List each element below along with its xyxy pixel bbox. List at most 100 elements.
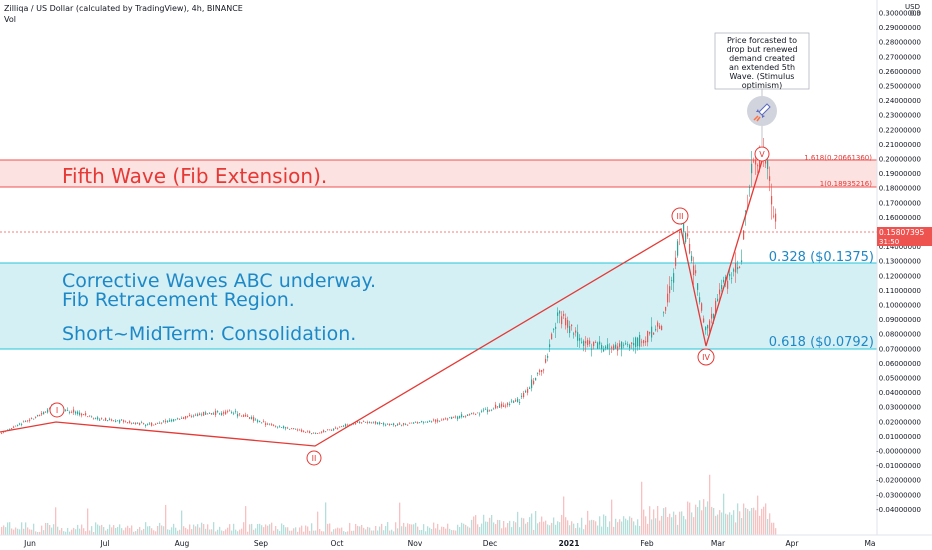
candle-body <box>103 419 105 421</box>
candle-body <box>131 423 133 425</box>
volume-bar <box>541 516 543 535</box>
candle-body <box>143 423 145 425</box>
candle-body <box>213 413 215 415</box>
volume-bar <box>43 530 45 535</box>
candle-body <box>203 411 205 416</box>
volume-bar <box>323 531 325 535</box>
candle-body <box>475 414 477 416</box>
volume-bar <box>393 531 395 535</box>
volume-bar <box>5 527 7 535</box>
volume-bar <box>713 507 715 535</box>
time-axis[interactable]: Jun Jul Aug Sep Oct Nov Dec 2021 Feb Mar Apr Ma <box>23 539 875 548</box>
candle-body <box>563 314 565 316</box>
volume-bar <box>265 524 267 535</box>
candle-body <box>321 431 323 433</box>
price-tick-label: 0.19000000 <box>879 170 921 178</box>
volume-bar <box>635 525 637 535</box>
candle-body <box>487 409 489 413</box>
candle-body <box>43 411 45 415</box>
candle-body <box>607 344 609 350</box>
volume-bar <box>327 523 329 535</box>
volume-bar <box>137 528 139 535</box>
volume-bar <box>627 520 629 535</box>
volume-bar <box>257 523 259 535</box>
candle-body <box>719 289 721 295</box>
candle-body <box>689 243 691 254</box>
candle-body <box>711 313 713 319</box>
volume-bar <box>291 530 293 535</box>
volume-bar <box>573 523 575 535</box>
volume-bar <box>663 508 665 535</box>
chart-title: Zilliqa / US Dollar (calculated by Tradi… <box>4 4 243 13</box>
candle-body <box>465 415 467 417</box>
volume-bar <box>363 527 365 535</box>
price-tick-label: 0.21000000 <box>879 141 921 149</box>
volume-bar <box>619 519 621 535</box>
price-axis[interactable]: 0.30.30000000 0.29000000 0.28000000 0.27000… <box>876 10 921 514</box>
volume-bar <box>413 524 415 535</box>
volume-bar <box>653 509 655 535</box>
candle-body <box>225 411 227 415</box>
fib-0328-label: 0.328 ($0.1375) <box>769 250 874 265</box>
candle-body <box>139 422 141 425</box>
candle-body <box>355 423 357 425</box>
volume-bar <box>655 518 657 535</box>
volume-bar <box>723 493 725 535</box>
candle-body <box>625 343 627 345</box>
currency-label: USD <box>905 3 920 11</box>
candle-body <box>137 422 139 424</box>
candle-body <box>317 433 319 434</box>
rocket-icon <box>747 96 777 126</box>
price-tick-label: 0.02000000 <box>879 418 921 426</box>
candle-body <box>739 266 741 268</box>
volume-bar <box>207 524 209 535</box>
candle-body <box>303 430 305 432</box>
volume-bar <box>623 516 625 535</box>
candle-body <box>157 423 159 424</box>
volume-bar <box>699 500 701 535</box>
volume-bar <box>475 515 477 535</box>
price-tick-label: 0.30000000 <box>879 10 921 18</box>
candle-body <box>501 403 503 407</box>
wave-label-v: V <box>754 146 770 162</box>
volume-bar <box>7 522 9 535</box>
price-tick-label: 0.18000000 <box>879 185 921 193</box>
volume-bar <box>487 521 489 535</box>
candle-body <box>615 344 617 349</box>
candle-body <box>415 421 417 423</box>
volume-bar <box>237 531 239 535</box>
candle-body <box>397 423 399 426</box>
candle-body <box>443 418 445 420</box>
candle-body <box>491 409 493 411</box>
candle-body <box>369 422 371 424</box>
candle-body <box>231 412 233 413</box>
volume-bar <box>687 501 689 535</box>
candle-body <box>387 423 389 425</box>
candle-body <box>533 380 535 384</box>
volume-bar <box>203 524 205 535</box>
time-tick-label: 2021 <box>559 539 580 548</box>
volume-bar <box>75 529 77 535</box>
volume-bar <box>335 528 337 535</box>
volume-bar <box>179 529 181 535</box>
candle-body <box>201 414 203 416</box>
candle-body <box>683 222 685 232</box>
time-tick-label: Mar <box>711 539 726 548</box>
candle-body <box>547 355 549 358</box>
candle-body <box>283 426 285 428</box>
volume-bar <box>181 510 183 535</box>
candle-body <box>773 215 775 217</box>
volume-bar <box>159 522 161 535</box>
volume-bar <box>729 512 731 535</box>
candle-body <box>771 196 773 205</box>
volume-bar <box>409 524 411 535</box>
volume-bar <box>13 529 15 535</box>
candle-body <box>371 422 373 424</box>
volume-bar <box>325 502 327 535</box>
volume-bar <box>743 503 745 535</box>
candle-body <box>211 413 213 415</box>
candle-body <box>171 419 173 422</box>
volume-bar <box>217 529 219 535</box>
volume-bar <box>79 528 81 535</box>
